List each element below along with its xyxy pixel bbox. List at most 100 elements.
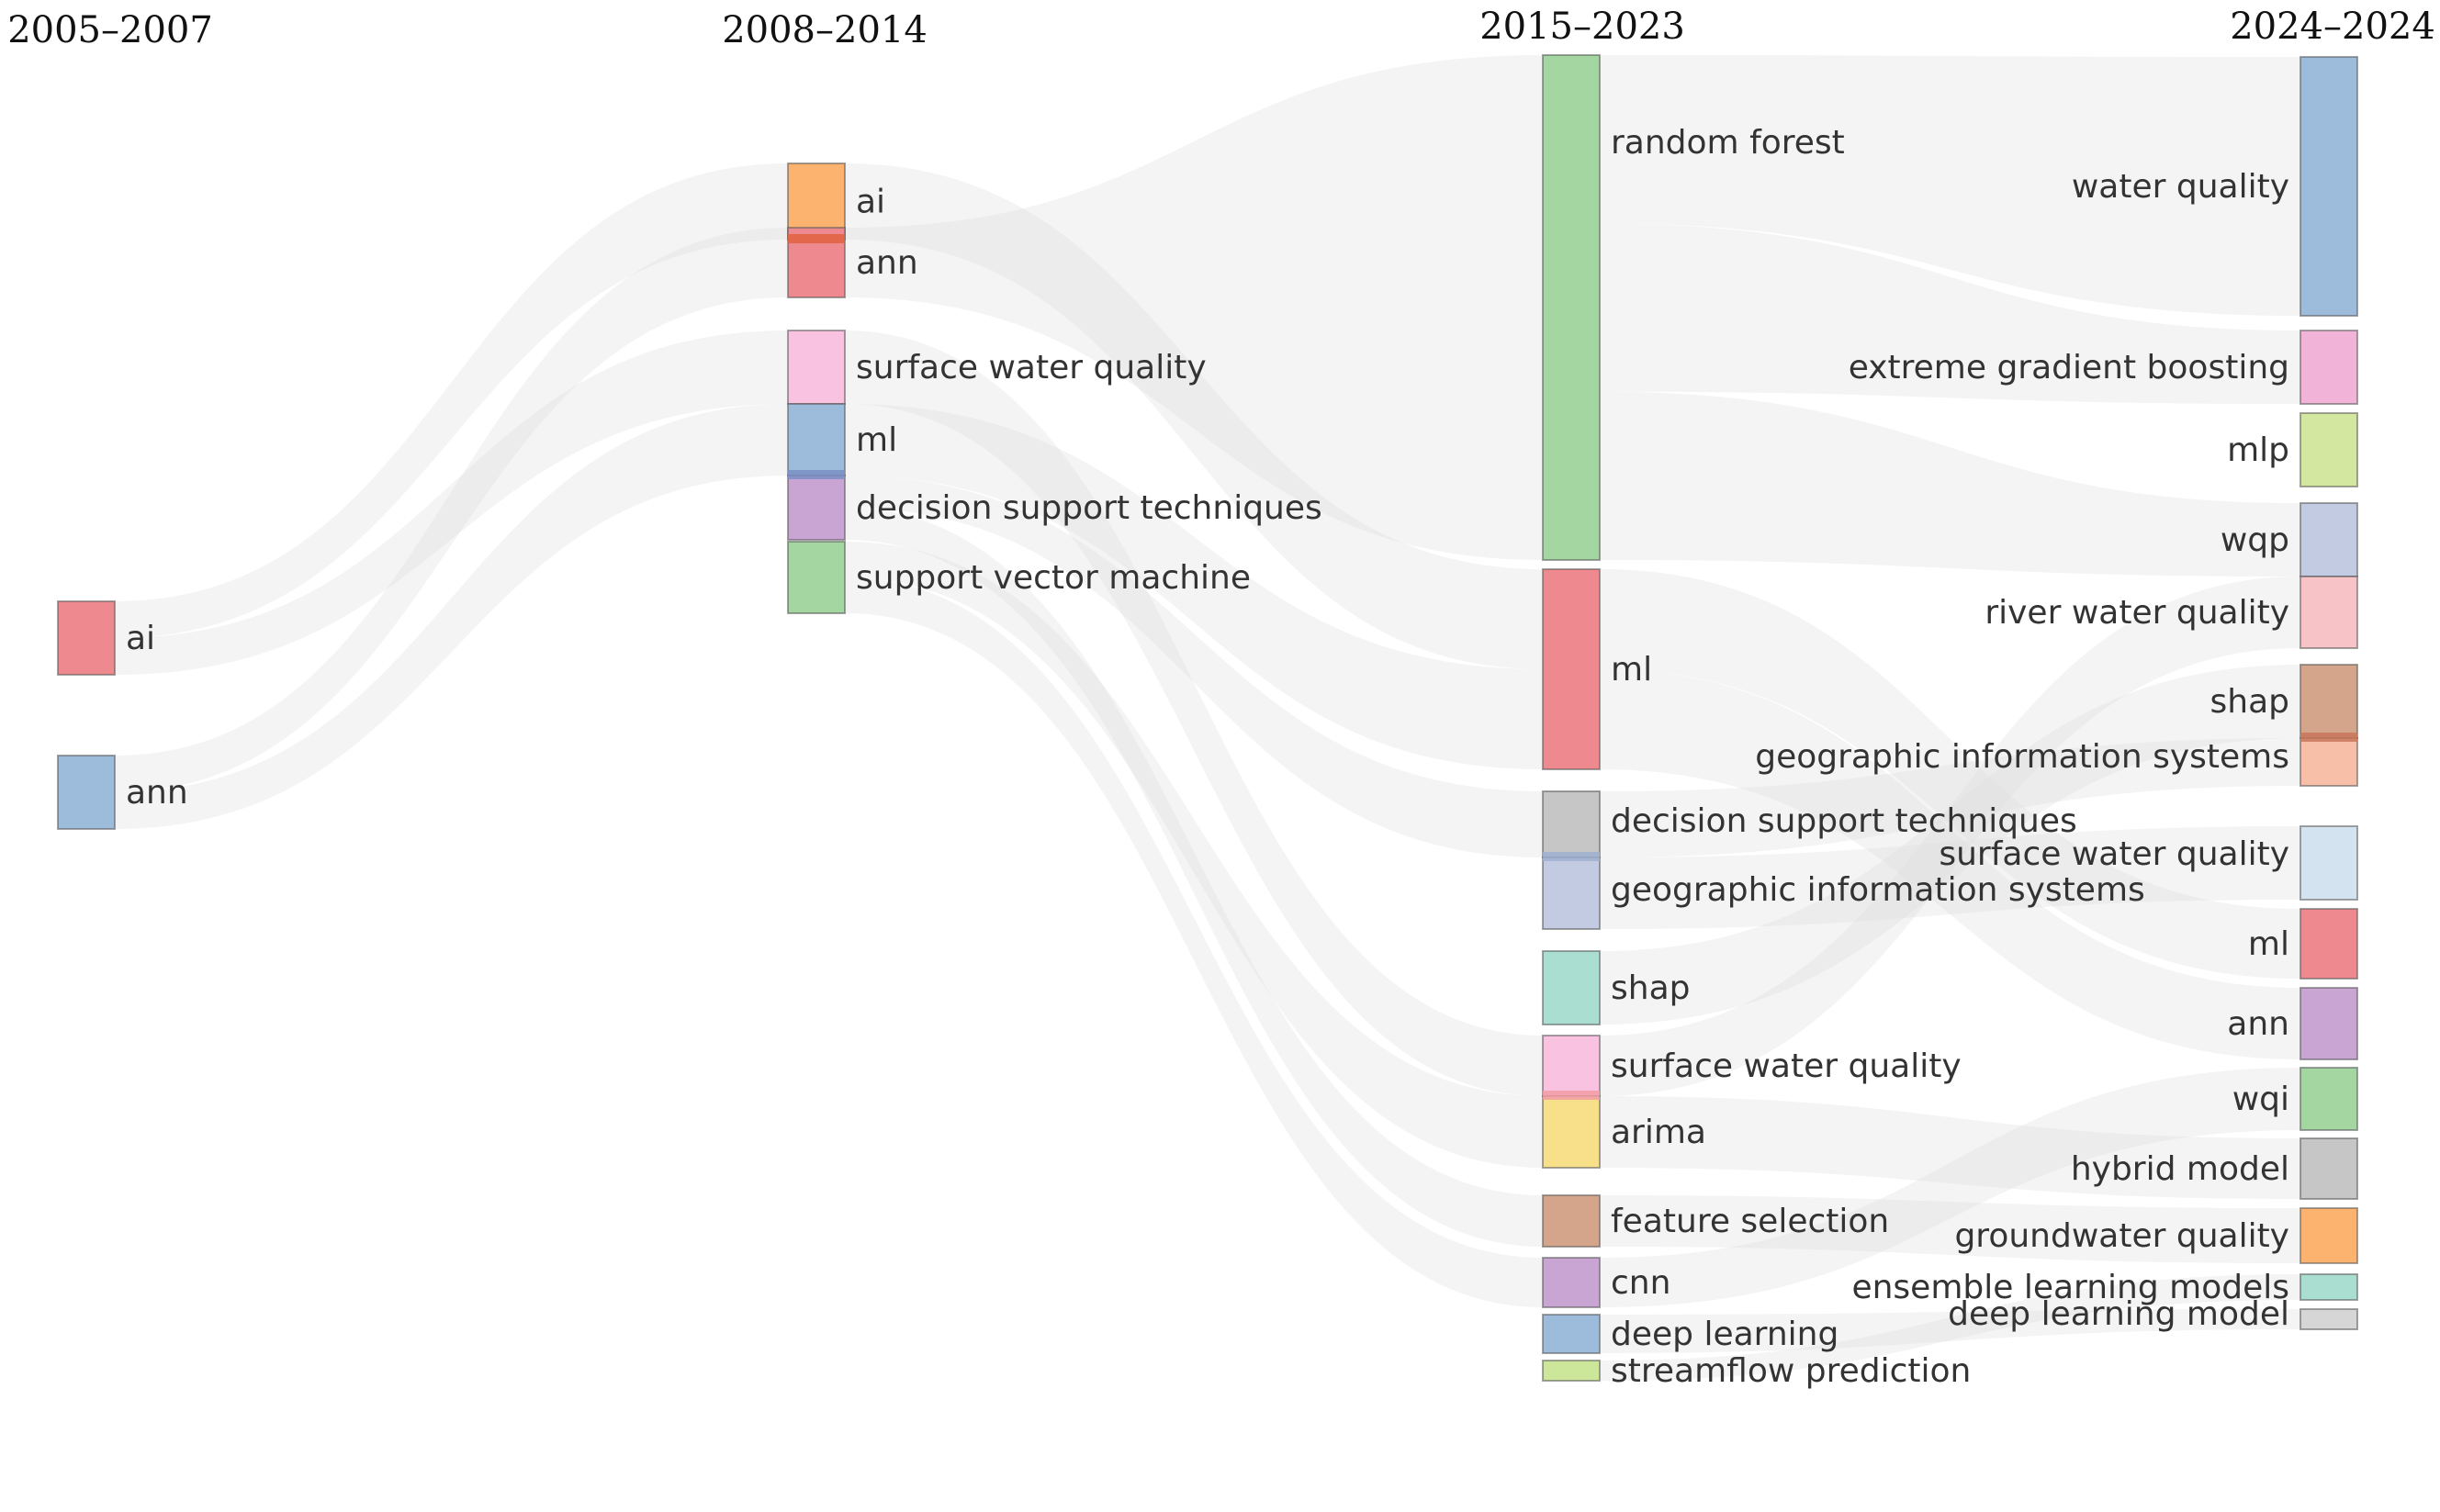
flow-p1-ann-to-p2-ann: [115, 228, 788, 792]
node-label-p2-ann: ann: [856, 244, 918, 282]
node-label-p2-swq: surface water quality: [856, 349, 1207, 386]
flow-p3-ml-to-p4-ann: [1600, 669, 2300, 1059]
node-p4-wqi[interactable]: [2299, 1067, 2358, 1131]
node-p4-shap[interactable]: [2299, 664, 2358, 739]
node-p3-fs[interactable]: [1542, 1194, 1601, 1248]
node-p4-hm[interactable]: [2299, 1137, 2358, 1200]
node-label-p3-dst: decision support techniques: [1611, 802, 2077, 840]
node-p4-gwq[interactable]: [2299, 1207, 2358, 1264]
flow-p3-swq-to-p4-rwq: [1600, 577, 2300, 1096]
node-seam-p2-ml: [788, 470, 845, 479]
node-label-p1-ann: ann: [126, 774, 188, 812]
node-p1-ann[interactable]: [57, 755, 116, 830]
flow-p1-ai-to-p2-ai: [115, 163, 788, 638]
flow-p3-cnn-to-p4-wqi: [1600, 1068, 2300, 1307]
node-label-p1-ai: ai: [126, 620, 155, 657]
flow-layer: [115, 55, 2300, 1381]
node-label-p3-cnn: cnn: [1611, 1264, 1670, 1302]
node-p4-ml[interactable]: [2299, 908, 2358, 980]
node-p3-shap[interactable]: [1542, 950, 1601, 1025]
node-label-p2-ml: ml: [856, 421, 897, 459]
flow-p3-dl-to-p4-dlm: [1600, 1309, 2300, 1353]
flow-p2-ann-to-p3-rf: [845, 55, 1543, 560]
node-label-p3-fs: feature selection: [1611, 1203, 1889, 1240]
node-p2-svm[interactable]: [787, 541, 846, 614]
flow-p1-ann-to-p2-ml: [115, 404, 788, 829]
node-p3-arima[interactable]: [1542, 1095, 1601, 1169]
flow-p2-svm-to-p3-cnn: [845, 577, 1543, 1307]
node-p4-xgb[interactable]: [2299, 330, 2358, 405]
flow-p2-ml-to-p3-ml: [845, 404, 1543, 769]
node-p4-ann[interactable]: [2299, 987, 2358, 1060]
period-header-4: 2024–2024: [2230, 6, 2435, 48]
node-label-p4-gwq: groundwater quality: [1954, 1217, 2289, 1255]
node-label-p3-dl: deep learning: [1611, 1316, 1838, 1353]
node-label-p4-ml: ml: [2248, 925, 2289, 963]
node-label-p4-rwq: river water quality: [1985, 594, 2289, 632]
node-label-p2-svm: support vector machine: [856, 559, 1251, 597]
node-seam-p2-ai: [788, 234, 845, 243]
node-label-p4-elm: ensemble learning models: [1851, 1269, 2289, 1306]
node-label-p4-swq: surface water quality: [1939, 835, 2289, 873]
node-p4-rwq[interactable]: [2299, 576, 2358, 649]
node-label-p3-gis: geographic information systems: [1611, 871, 2145, 909]
node-label-p4-hm: hybrid model: [2071, 1150, 2289, 1188]
period-header-1: 2005–2007: [7, 9, 213, 51]
node-label-p4-wqp: wqp: [2221, 521, 2289, 559]
node-p2-ml[interactable]: [787, 403, 846, 476]
flow-p3-shap-to-p4-shap: [1600, 665, 2300, 1025]
flow-p3-arima-to-p4-hm: [1600, 1096, 2300, 1199]
node-p4-elm[interactable]: [2299, 1273, 2358, 1301]
node-seam-p4-shap: [2300, 733, 2357, 742]
period-header-3: 2015–2023: [1479, 6, 1685, 48]
node-p3-rf[interactable]: [1542, 54, 1601, 561]
period-header-2: 2008–2014: [722, 9, 928, 51]
node-p2-swq[interactable]: [787, 330, 846, 405]
node-p4-dlm[interactable]: [2299, 1308, 2358, 1330]
node-p3-sfp[interactable]: [1542, 1360, 1601, 1382]
node-p3-dst[interactable]: [1542, 790, 1601, 858]
node-layer: [57, 54, 2358, 1382]
node-p3-ml[interactable]: [1542, 568, 1601, 770]
flow-p2-svm-to-p3-arima: [845, 542, 1543, 1168]
node-label-p3-rf: random forest: [1611, 124, 1845, 162]
node-p4-gis[interactable]: [2299, 737, 2358, 787]
node-label-p4-wq: water quality: [2072, 168, 2289, 206]
node-label-p4-wqi: wqi: [2232, 1081, 2289, 1118]
node-p3-dl[interactable]: [1542, 1314, 1601, 1354]
node-label-p3-ml: ml: [1611, 651, 1652, 689]
node-label-p4-mlp: mlp: [2227, 431, 2289, 469]
node-label-p3-shap: shap: [1611, 969, 1690, 1007]
flow-p3-ml-to-p4-ml: [1600, 569, 2300, 979]
node-p4-wqp[interactable]: [2299, 502, 2358, 577]
flow-p3-rf-to-p4-xgb: [1600, 223, 2300, 404]
node-seam-p3-dst: [1543, 852, 1600, 861]
node-p1-ai[interactable]: [57, 600, 116, 676]
node-label-p3-arima: arima: [1611, 1114, 1706, 1151]
node-p4-swq[interactable]: [2299, 825, 2358, 901]
node-label-p2-dst: decision support techniques: [856, 489, 1322, 527]
flow-p2-dst-to-p3-fs: [845, 508, 1543, 1247]
node-label-p4-xgb: extreme gradient boosting: [1849, 349, 2289, 386]
node-p3-cnn[interactable]: [1542, 1257, 1601, 1308]
node-p3-gis[interactable]: [1542, 857, 1601, 930]
node-p4-wq[interactable]: [2299, 56, 2358, 317]
node-p3-swq[interactable]: [1542, 1035, 1601, 1097]
node-label-p4-gis: geographic information systems: [1755, 738, 2289, 776]
flow-p3-fs-to-p4-gwq: [1600, 1195, 2300, 1263]
flow-p3-rf-to-p4-wq: [1600, 55, 2300, 316]
node-label-p2-ai: ai: [856, 184, 885, 221]
label-layer: ai ann ai ann surface water quality ml decisio…: [126, 124, 2289, 1390]
node-p2-dst[interactable]: [787, 475, 846, 541]
flow-p3-dst-to-p4-gis: [1600, 738, 2300, 857]
node-p4-mlp[interactable]: [2299, 412, 2358, 487]
node-seam-p3-swq: [1543, 1091, 1600, 1100]
flow-p1-ai-to-p2-swq: [115, 330, 788, 675]
node-label-p3-sfp: streamflow prediction: [1611, 1352, 1971, 1390]
node-label-p4-ann: ann: [2227, 1005, 2289, 1043]
flow-p2-swq-to-p3-swq: [845, 330, 1543, 1096]
flow-p3-sfp-to-p4-elm: [1600, 1274, 2300, 1381]
node-label-p4-dlm: deep learning model: [1948, 1295, 2289, 1333]
period-header-layer: 2005–2007 2008–2014 2015–2023 2024–2024: [7, 6, 2435, 51]
